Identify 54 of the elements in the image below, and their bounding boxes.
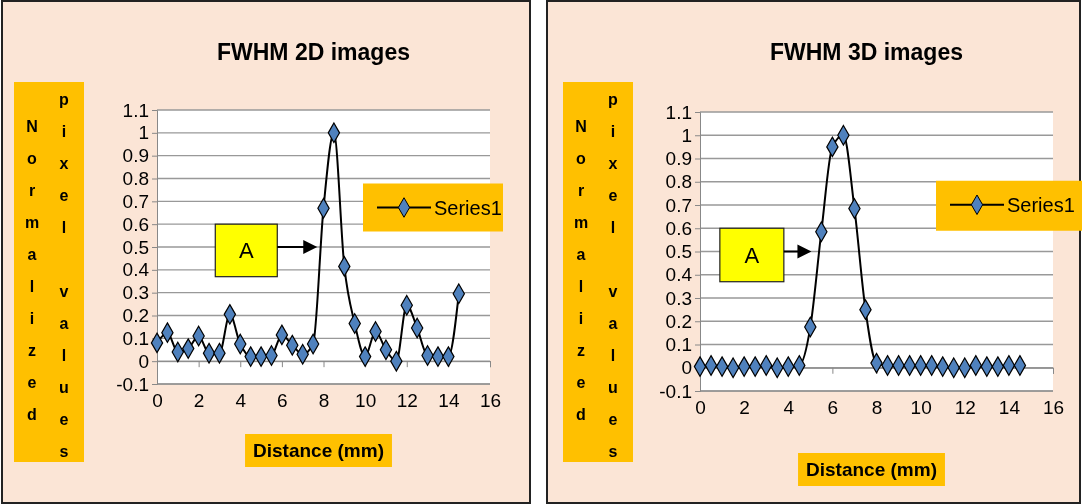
y-tick-label: 1 [681, 124, 692, 146]
x-tick-label: 2 [739, 397, 750, 419]
y-tick-label: -0.1 [116, 373, 149, 395]
y-tick-label: 0.2 [665, 310, 692, 332]
x-tick-label: 4 [783, 397, 795, 419]
y-tick-label: 1.1 [665, 101, 692, 123]
y-tick-label: 0.1 [122, 327, 149, 349]
x-tick-label: 8 [318, 390, 330, 412]
x-tick-label: 2 [193, 390, 205, 412]
x-tick-label: 4 [235, 390, 247, 412]
y-tick-label: 0.6 [122, 213, 149, 235]
x-tick-label: 8 [871, 397, 883, 419]
y-tick-label: -0.1 [659, 380, 692, 402]
y-tick-label: 0 [681, 357, 692, 379]
x-tick-label: 10 [910, 397, 932, 419]
y-tick-label: 0.6 [665, 217, 692, 239]
y-axis-title: Normalized pixel values [23, 91, 73, 475]
y-tick-label: 0 [138, 350, 149, 372]
y-tick-label: 0.4 [122, 259, 150, 281]
annotation: A [238, 238, 254, 264]
y-tick-label: 1 [138, 122, 149, 144]
y-tick-label: 0.1 [665, 334, 692, 356]
legend-label: Series1 [434, 196, 502, 219]
x-tick-label: 6 [277, 390, 288, 412]
y-axis-title: Normalized pixel values [572, 91, 622, 475]
x-axis-title: Distance (mm) [806, 459, 937, 480]
y-tick-label: 0.5 [665, 241, 692, 263]
y-tick-label: 0.3 [122, 282, 149, 304]
x-tick-label: 0 [695, 397, 706, 419]
chart-title: FWHM 3D images [770, 39, 963, 65]
x-tick-label: 14 [998, 397, 1021, 419]
y-tick-label: 0.8 [665, 171, 692, 193]
x-tick-label: 16 [1042, 397, 1065, 419]
x-tick-label: 12 [396, 390, 418, 412]
y-tick-label: 0.9 [122, 145, 149, 167]
x-axis-title: Distance (mm) [253, 440, 384, 461]
y-tick-label: 0.7 [122, 190, 149, 212]
legend-label: Series1 [1007, 193, 1075, 216]
x-tick-label: 16 [479, 390, 502, 412]
y-tick-label: 0.4 [665, 264, 693, 286]
y-tick-label: 0.3 [665, 287, 692, 309]
x-tick-label: 0 [152, 390, 163, 412]
y-tick-label: 0.8 [122, 168, 149, 190]
y-tick-label: 0.5 [122, 236, 149, 258]
y-tick-label: 0.9 [665, 148, 692, 170]
x-tick-label: 14 [438, 390, 460, 412]
x-tick-label: 10 [355, 390, 377, 412]
y-tick-label: 0.2 [122, 305, 149, 327]
x-tick-label: 12 [954, 397, 976, 419]
chart-title: FWHM 2D images [217, 39, 410, 65]
annotation: A [744, 242, 760, 268]
x-tick-label: 6 [827, 397, 839, 419]
y-tick-label: 0.7 [665, 194, 692, 216]
y-tick-label: 1.1 [122, 99, 149, 121]
